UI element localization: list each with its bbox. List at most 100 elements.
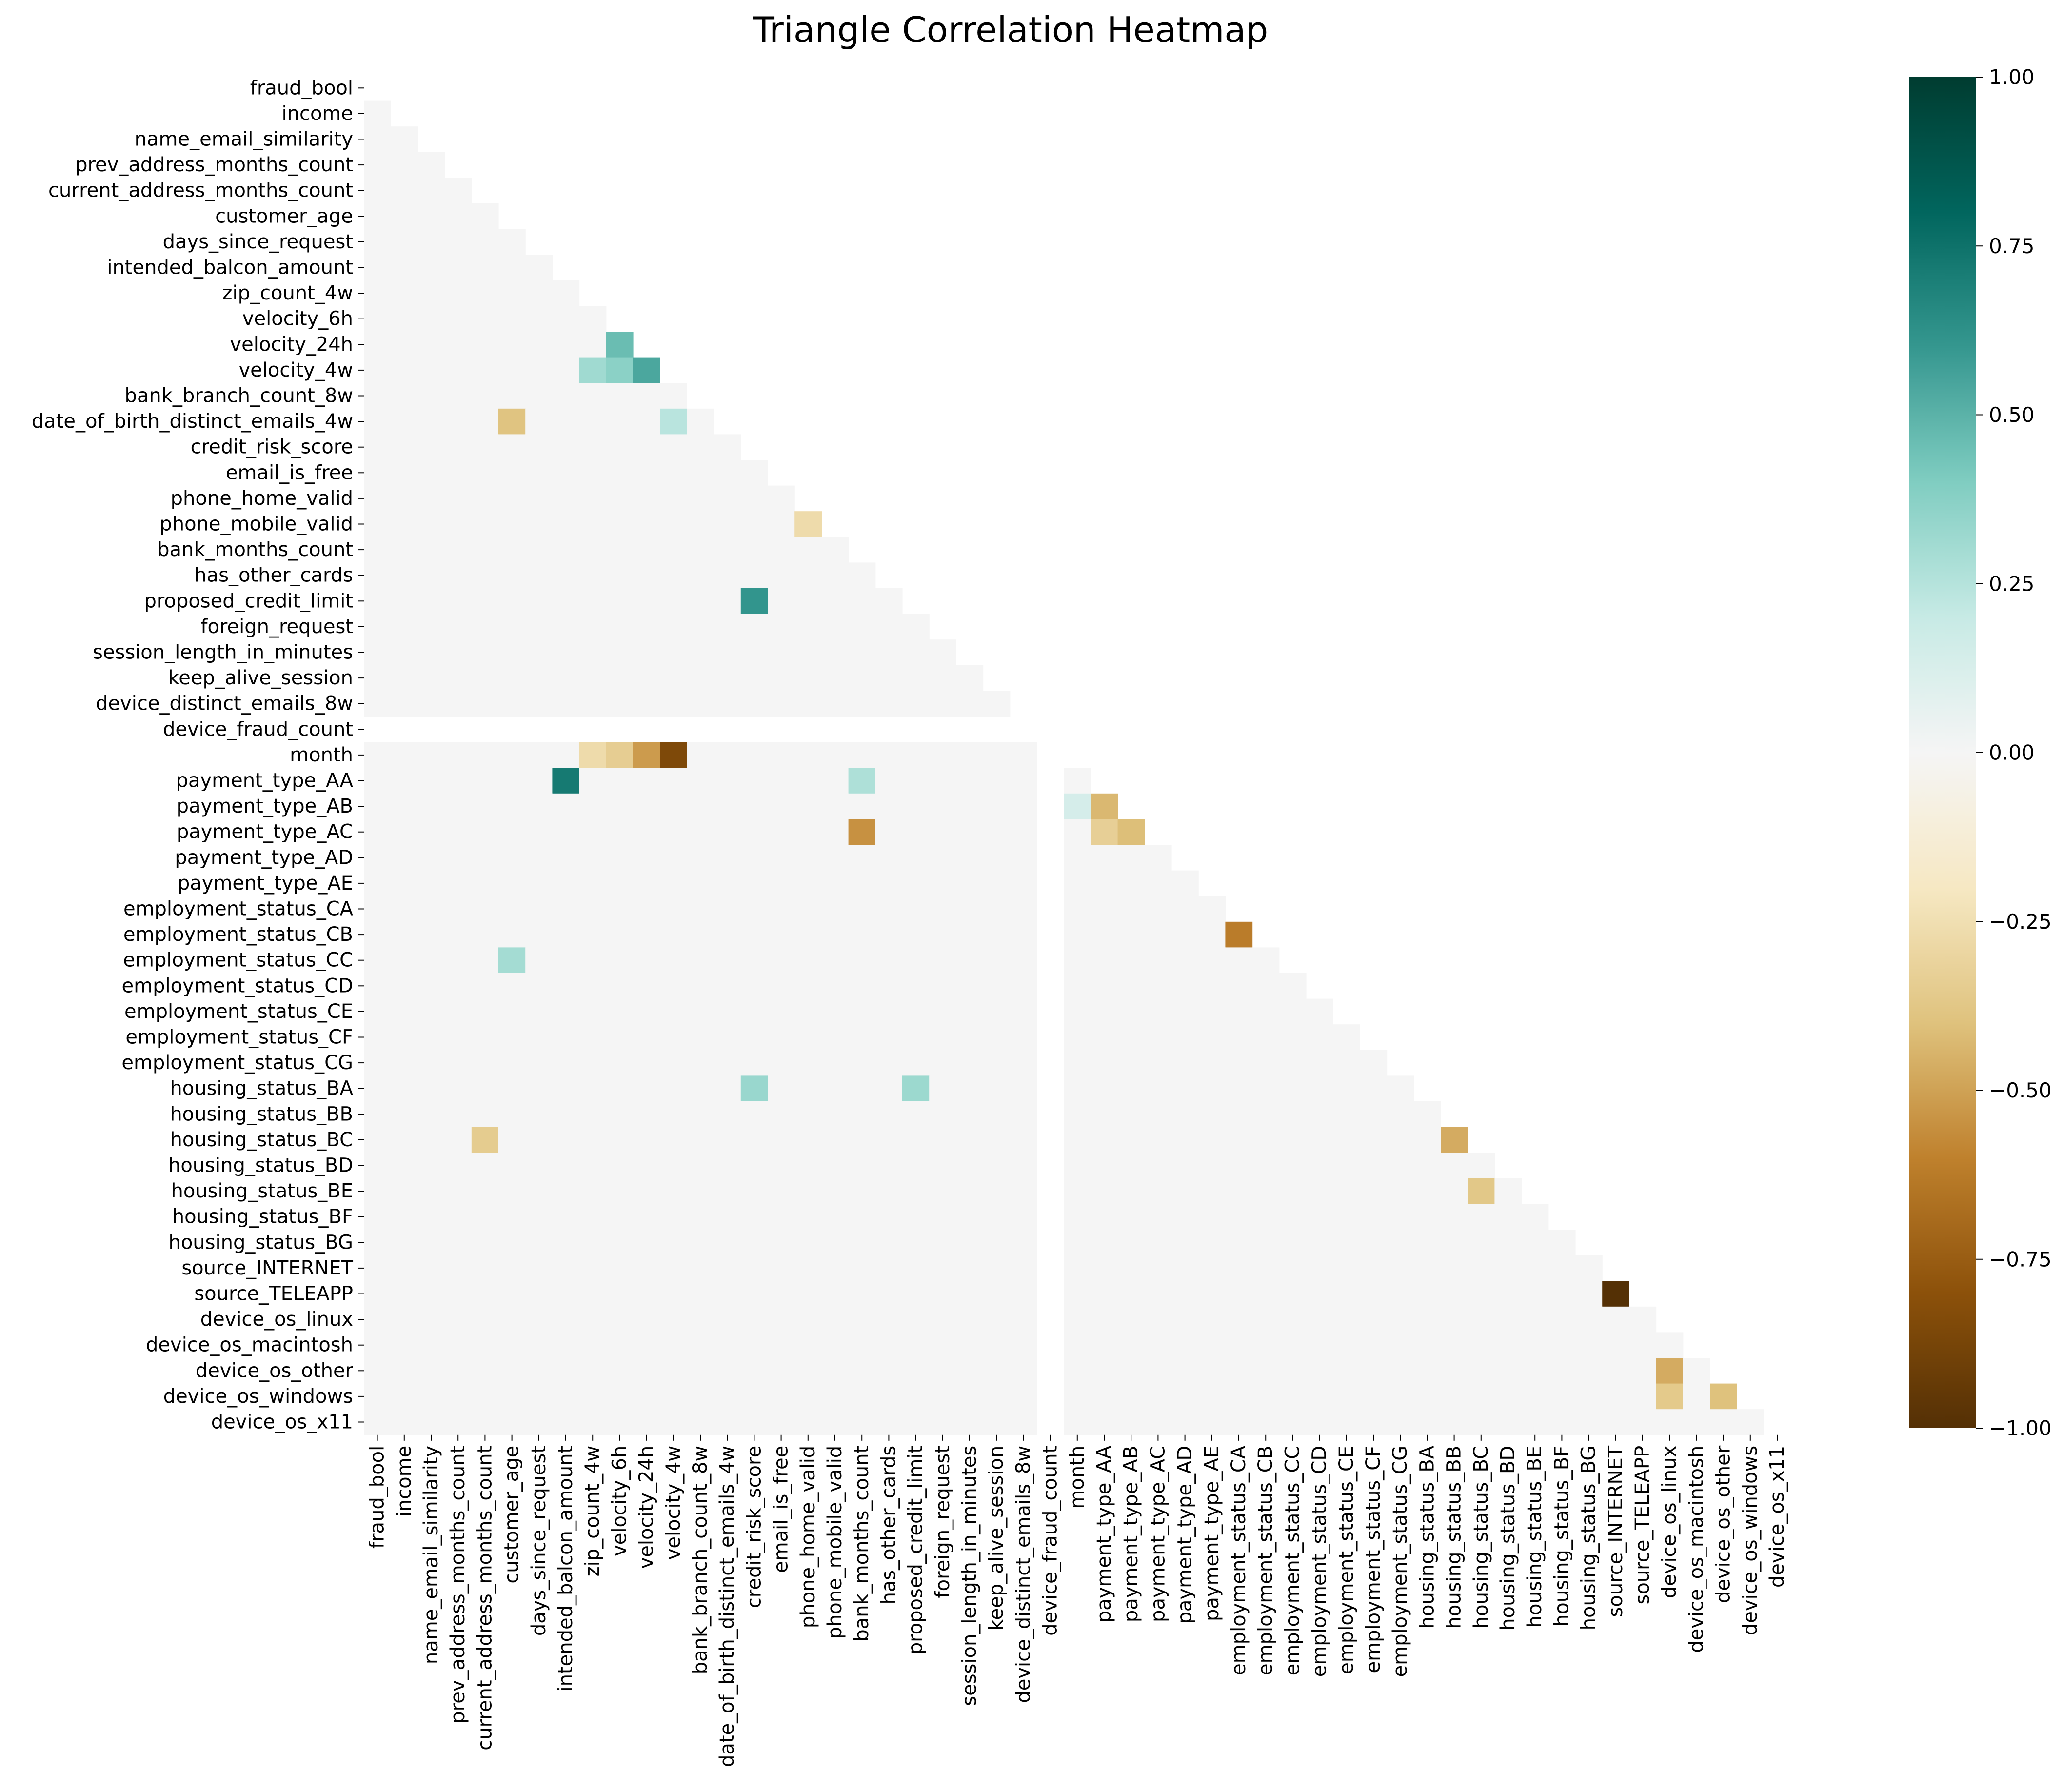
heatmap-cell [417,1358,445,1384]
heatmap-cell [471,408,499,435]
heatmap-cell [525,1178,553,1204]
heatmap-cell [364,691,391,717]
heatmap-cell [1413,1178,1441,1204]
heatmap-cell [714,1230,741,1256]
heatmap-cells [364,100,1764,1435]
heatmap-cell [552,870,580,896]
heatmap-cell [740,896,768,922]
heatmap-cell [848,665,876,691]
heatmap-cell [525,614,553,640]
heatmap-cell [687,1332,714,1358]
heatmap-cell [606,1358,634,1384]
heatmap-cell [875,921,903,948]
heatmap-cell [1010,1101,1037,1128]
heatmap-cell [579,588,607,615]
heatmap-cell [1279,1409,1307,1435]
heatmap-cell [579,1255,607,1281]
heatmap-cell [1468,1383,1495,1410]
heatmap-cell [498,1255,526,1281]
heatmap-cell [1441,1409,1468,1435]
heatmap-cell [364,1255,391,1281]
heatmap-cell [929,870,956,896]
heatmap-cell [983,1230,1011,1256]
heatmap-cell [417,691,445,717]
heatmap-cell [1010,819,1037,845]
y-tick-label: payment_type_AC [177,821,353,843]
heatmap-cell [687,1050,714,1076]
heatmap-cell [579,537,607,563]
heatmap-cell [471,357,499,383]
heatmap-cell [444,1306,472,1333]
heatmap-cell [444,1101,472,1128]
heatmap-cell [956,1204,984,1230]
heatmap-cell [606,1178,634,1204]
heatmap-cell [391,639,418,666]
x-tick-labels: fraud_bool income name_email_similarity pre… [366,1434,1788,1767]
heatmap-cell [391,1230,418,1256]
heatmap-cell [956,998,984,1025]
heatmap-cell [687,1178,714,1204]
heatmap-cell [471,460,499,486]
heatmap-cell [714,1204,741,1230]
heatmap-cell [498,357,526,383]
heatmap-cell [471,691,499,717]
heatmap-cell [471,639,499,666]
heatmap-cell [794,1383,822,1410]
heatmap-cell [1494,1358,1522,1384]
heatmap-cell [579,1075,607,1102]
x-tick-label: housing_status_BD [1497,1446,1519,1631]
heatmap-cell [1225,1075,1253,1102]
heatmap-cell [1333,1178,1360,1204]
heatmap-cell [579,768,607,794]
heatmap-cell [1064,1075,1091,1102]
heatmap-cell [794,947,822,974]
heatmap-cell [1064,1409,1091,1435]
heatmap-cell [1010,1153,1037,1179]
heatmap-cell [687,511,714,538]
heatmap-cell [498,255,526,281]
heatmap-cell [1306,1281,1333,1307]
heatmap-cell [929,793,956,819]
heatmap-cell [391,819,418,845]
heatmap-cell [956,1230,984,1256]
heatmap-cell [1387,1101,1414,1128]
x-tick-label: employment_status_CC [1281,1446,1304,1676]
heatmap-cell [714,1332,741,1358]
heatmap-cell [444,896,472,922]
heatmap-cell [929,1230,956,1256]
y-tick-label: source_TELEAPP [194,1283,353,1305]
heatmap-cell [525,870,553,896]
heatmap-cell [983,870,1011,896]
heatmap-cell [1064,973,1091,999]
heatmap-cell [1144,1178,1172,1204]
y-tick-label: payment_type_AE [178,872,353,895]
heatmap-cell [768,1204,795,1230]
heatmap-cell [1117,1024,1145,1051]
heatmap-cell [821,1409,849,1435]
heatmap-cell [364,203,391,230]
heatmap-cell [579,1281,607,1307]
heatmap-cell [525,332,553,358]
y-tick-label: fraud_bool [250,77,353,99]
heatmap-cell [848,1230,876,1256]
heatmap-cell [875,1024,903,1051]
heatmap-cell [660,485,687,512]
heatmap-cell [1198,1358,1226,1384]
heatmap-cell [444,921,472,948]
heatmap-cell [606,1332,634,1358]
heatmap-cell [1387,1383,1414,1410]
heatmap-cell [660,1281,687,1307]
heatmap-cell [714,537,741,563]
y-tick-label: employment_status_CF [125,1026,353,1049]
heatmap-cell [956,1383,984,1410]
heatmap-cell [1225,1204,1253,1230]
heatmap-cell [364,1178,391,1204]
heatmap-cell [1225,921,1253,948]
heatmap-cell [1064,947,1091,974]
heatmap-cell [444,434,472,460]
heatmap-cell [794,1101,822,1128]
heatmap-cell [768,562,795,589]
heatmap-cell [740,1409,768,1435]
heatmap-cell [633,434,660,460]
heatmap-cell [1252,1281,1280,1307]
